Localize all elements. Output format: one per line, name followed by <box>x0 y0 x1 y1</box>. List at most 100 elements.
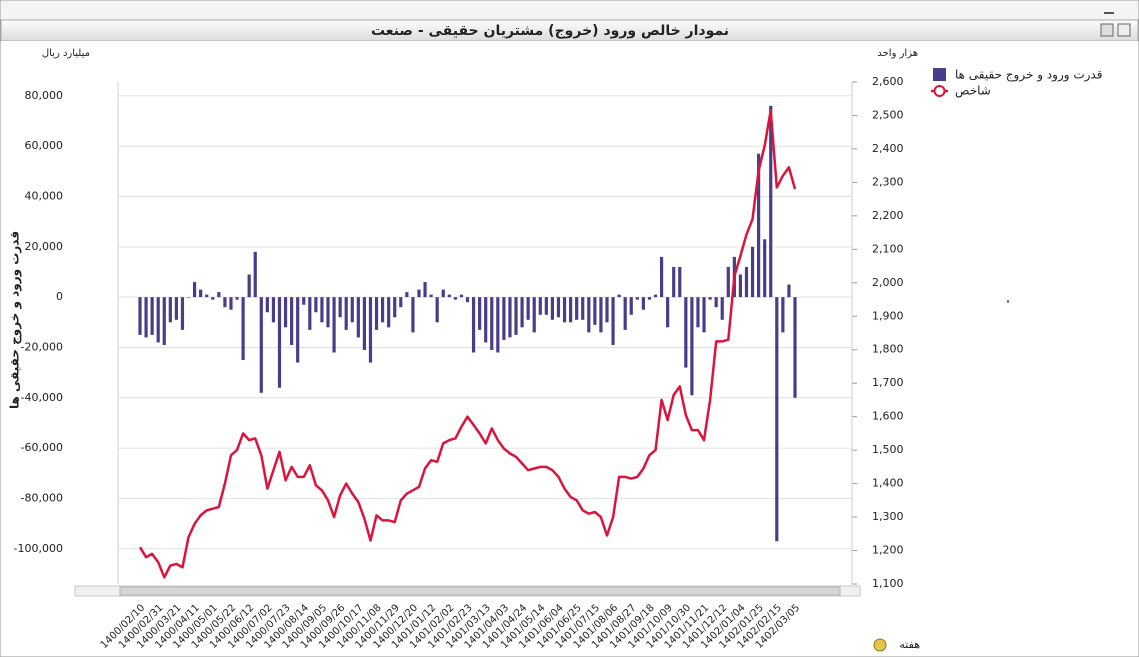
bar <box>593 297 597 325</box>
bar <box>374 297 379 330</box>
bar <box>253 251 257 298</box>
bar <box>259 297 263 393</box>
bar <box>690 297 694 396</box>
y2-tick-label: 2,600 <box>872 75 904 88</box>
y2-tick-label: 2,300 <box>872 175 904 188</box>
bar <box>186 297 191 298</box>
bar <box>308 297 312 330</box>
y2-tick-label: 2,500 <box>872 108 904 121</box>
x-axis-title: هفته <box>899 638 920 651</box>
bar <box>192 282 197 298</box>
bar <box>708 297 712 300</box>
bar <box>405 292 409 298</box>
y2-tick-label: 2,400 <box>872 142 904 155</box>
bar <box>296 297 300 363</box>
bar <box>763 239 767 298</box>
y-unit: میلیارد ریال <box>42 48 90 59</box>
bar <box>678 266 682 298</box>
bar <box>453 297 457 300</box>
legend-swatch <box>933 85 946 97</box>
chart-title: نمودار خالص ورود (خروج) مشتریان حقیقی - … <box>371 23 729 39</box>
bar <box>793 297 797 398</box>
y-tick-label: 0 <box>56 290 63 303</box>
bar <box>738 274 743 298</box>
print-icon[interactable] <box>1100 23 1114 37</box>
bar <box>223 297 227 308</box>
bar <box>641 297 645 310</box>
bar <box>611 297 615 345</box>
bar <box>217 292 221 298</box>
settings-icon[interactable] <box>873 638 887 652</box>
bar <box>508 297 512 338</box>
y2-tick-label: 2,100 <box>872 242 904 255</box>
bar <box>502 297 506 340</box>
y2-tick-label: 1,400 <box>872 477 904 490</box>
y2-tick-label: 2,200 <box>872 209 904 222</box>
bar <box>277 297 282 388</box>
chart-area <box>1 41 1138 656</box>
scrollbar-thumb[interactable] <box>119 586 841 596</box>
bar <box>757 153 761 298</box>
bar <box>550 297 555 320</box>
bar <box>484 297 488 343</box>
bar <box>684 297 688 368</box>
bar <box>326 297 330 328</box>
bar <box>314 297 318 313</box>
bar <box>666 297 670 328</box>
bar <box>320 297 324 323</box>
bar <box>423 282 427 298</box>
bar <box>144 297 148 338</box>
bar <box>435 297 439 323</box>
bar <box>332 297 336 353</box>
y2-tick-label: 1,600 <box>872 410 904 423</box>
bar <box>271 297 276 323</box>
bar <box>205 294 209 298</box>
bar <box>211 297 215 300</box>
bar <box>241 297 245 361</box>
bar <box>726 266 730 298</box>
bar <box>447 294 451 298</box>
bar <box>490 297 494 350</box>
legend-swatch <box>933 68 946 81</box>
bar <box>368 297 373 363</box>
bar <box>623 297 627 330</box>
bar <box>750 246 755 298</box>
bar <box>587 297 591 333</box>
y-tick-label: 60,000 <box>25 139 64 152</box>
bar <box>247 274 251 298</box>
y-tick-label: 20,000 <box>25 240 64 253</box>
bar <box>471 297 476 353</box>
y2-tick-label: 1,200 <box>872 544 904 557</box>
y-tick-label: -60,000 <box>21 441 63 454</box>
bar <box>532 297 536 333</box>
bar <box>356 297 360 338</box>
y2-tick-label: 1,300 <box>872 510 904 523</box>
bar <box>672 266 676 298</box>
bar <box>659 256 664 298</box>
bar <box>168 297 172 323</box>
bar <box>653 294 658 298</box>
bar <box>387 297 391 328</box>
line <box>138 109 797 579</box>
bar <box>338 297 342 318</box>
y-tick-label: -80,000 <box>21 491 63 504</box>
bar <box>411 297 415 333</box>
y-tick-label: -100,000 <box>14 542 63 555</box>
bar <box>769 105 773 298</box>
bar <box>162 297 166 345</box>
y2-tick-label: 1,100 <box>872 577 904 590</box>
y-tick-label: -40,000 <box>21 391 63 404</box>
y2-tick-label: 2,000 <box>872 276 904 289</box>
bar <box>283 297 288 328</box>
bar <box>465 297 470 303</box>
bar <box>520 297 524 328</box>
legend-label: شاخص <box>955 84 991 99</box>
bar <box>150 297 154 335</box>
bar <box>538 297 542 315</box>
bar <box>156 297 160 343</box>
bar <box>569 297 573 323</box>
bar <box>478 297 482 330</box>
bar <box>380 297 385 323</box>
bar <box>617 294 621 298</box>
export-icon[interactable] <box>1117 23 1131 37</box>
